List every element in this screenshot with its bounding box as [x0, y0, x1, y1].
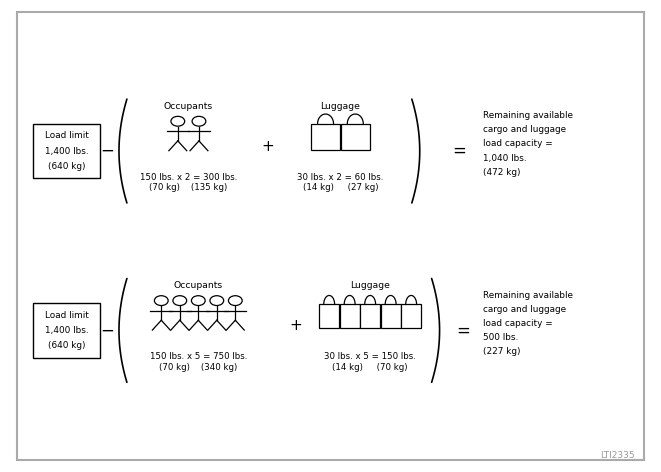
Text: 150 lbs. x 2 = 300 lbs.: 150 lbs. x 2 = 300 lbs.	[139, 172, 237, 182]
Text: 500 lbs.: 500 lbs.	[483, 333, 518, 342]
Text: (14 kg)     (27 kg): (14 kg) (27 kg)	[303, 183, 378, 193]
Text: (472 kg): (472 kg)	[483, 168, 520, 177]
Text: =: =	[453, 142, 466, 160]
FancyBboxPatch shape	[360, 304, 380, 328]
Text: −: −	[100, 142, 114, 160]
FancyBboxPatch shape	[17, 12, 644, 460]
FancyBboxPatch shape	[381, 304, 401, 328]
Text: cargo and luggage: cargo and luggage	[483, 304, 566, 314]
Text: (640 kg): (640 kg)	[48, 161, 85, 171]
Text: LTI2335: LTI2335	[600, 451, 635, 460]
Text: Occupants: Occupants	[164, 101, 213, 111]
FancyBboxPatch shape	[341, 124, 370, 150]
FancyBboxPatch shape	[401, 304, 421, 328]
Text: Occupants: Occupants	[174, 281, 223, 290]
Text: (70 kg)    (340 kg): (70 kg) (340 kg)	[159, 362, 237, 372]
Text: Load limit: Load limit	[45, 311, 89, 320]
Text: load capacity =: load capacity =	[483, 139, 552, 149]
Text: =: =	[456, 321, 469, 339]
Text: −: −	[100, 321, 114, 339]
Text: Luggage: Luggage	[321, 101, 360, 111]
Text: 1,400 lbs.: 1,400 lbs.	[45, 326, 89, 335]
FancyBboxPatch shape	[33, 124, 100, 178]
FancyBboxPatch shape	[340, 304, 360, 328]
FancyBboxPatch shape	[311, 124, 340, 150]
Text: Luggage: Luggage	[350, 281, 390, 290]
Text: cargo and luggage: cargo and luggage	[483, 125, 566, 135]
Text: (70 kg)    (135 kg): (70 kg) (135 kg)	[149, 183, 227, 193]
Text: (640 kg): (640 kg)	[48, 341, 85, 350]
Text: 150 lbs. x 5 = 750 lbs.: 150 lbs. x 5 = 750 lbs.	[149, 352, 247, 361]
FancyBboxPatch shape	[319, 304, 339, 328]
Text: Remaining available: Remaining available	[483, 111, 572, 120]
Text: 30 lbs. x 2 = 60 lbs.: 30 lbs. x 2 = 60 lbs.	[297, 172, 383, 182]
Text: (14 kg)     (70 kg): (14 kg) (70 kg)	[332, 362, 408, 372]
Text: Load limit: Load limit	[45, 131, 89, 141]
Text: 1,040 lbs.: 1,040 lbs.	[483, 153, 526, 163]
FancyBboxPatch shape	[33, 303, 100, 358]
Text: 1,400 lbs.: 1,400 lbs.	[45, 146, 89, 156]
Text: 30 lbs. x 5 = 150 lbs.: 30 lbs. x 5 = 150 lbs.	[325, 352, 416, 361]
Text: +: +	[261, 139, 274, 154]
Text: +: +	[290, 318, 303, 333]
Text: Remaining available: Remaining available	[483, 290, 572, 300]
Text: load capacity =: load capacity =	[483, 319, 552, 328]
Text: (227 kg): (227 kg)	[483, 347, 520, 356]
